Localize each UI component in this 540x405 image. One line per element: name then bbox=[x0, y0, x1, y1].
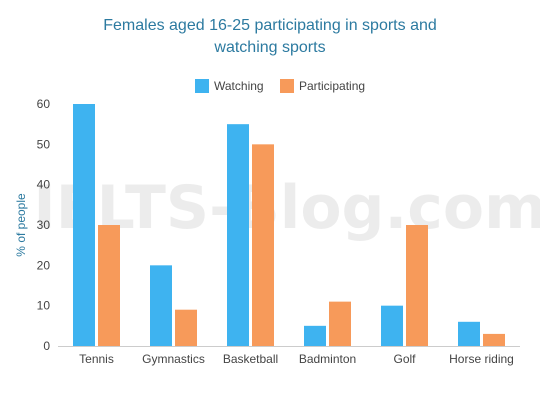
y-tick-label: 30 bbox=[37, 218, 51, 232]
y-tick-label: 60 bbox=[37, 97, 51, 111]
bar-watching-tennis bbox=[73, 104, 95, 346]
x-category-label: Golf bbox=[393, 352, 416, 366]
bar-participating-horse-riding bbox=[483, 333, 505, 346]
chart-title-line-2: watching sports bbox=[213, 39, 325, 56]
chart-title-line-1: Females aged 16-25 participating in spor… bbox=[103, 17, 437, 34]
x-axis-categories: Tennis Gymnastics Basketball Badminton Golf H… bbox=[79, 352, 514, 366]
x-category-label: Badminton bbox=[299, 352, 356, 366]
legend: Watching Participating bbox=[195, 79, 365, 93]
legend-swatch-watching bbox=[195, 79, 209, 93]
y-tick-label: 10 bbox=[37, 299, 51, 313]
bar-watching-horse-riding bbox=[458, 321, 480, 346]
y-tick-label: 40 bbox=[37, 178, 51, 192]
bar-participating-tennis bbox=[98, 225, 120, 346]
y-axis-label: % of people bbox=[14, 193, 28, 257]
legend-label-participating: Participating bbox=[299, 79, 365, 93]
bar-participating-golf bbox=[406, 225, 428, 346]
x-category-label: Horse riding bbox=[449, 352, 514, 366]
legend-swatch-participating bbox=[280, 79, 294, 93]
bar-participating-badminton bbox=[329, 301, 351, 346]
bar-watching-golf bbox=[381, 305, 403, 346]
y-tick-label: 20 bbox=[37, 258, 51, 272]
y-tick-label: 0 bbox=[43, 339, 50, 353]
bar-participating-basketball bbox=[252, 144, 274, 346]
bar-watching-badminton bbox=[304, 325, 326, 346]
y-axis-ticks: 0 10 20 30 40 50 60 bbox=[37, 97, 51, 353]
y-tick-label: 50 bbox=[37, 137, 51, 151]
bar-watching-basketball bbox=[227, 124, 249, 347]
bar-participating-gymnastics bbox=[175, 309, 197, 346]
x-category-label: Tennis bbox=[79, 352, 114, 366]
bars bbox=[73, 104, 505, 347]
bar-watching-gymnastics bbox=[150, 265, 172, 346]
x-category-label: Basketball bbox=[223, 352, 278, 366]
legend-label-watching: Watching bbox=[214, 79, 264, 93]
x-category-label: Gymnastics bbox=[142, 352, 205, 366]
